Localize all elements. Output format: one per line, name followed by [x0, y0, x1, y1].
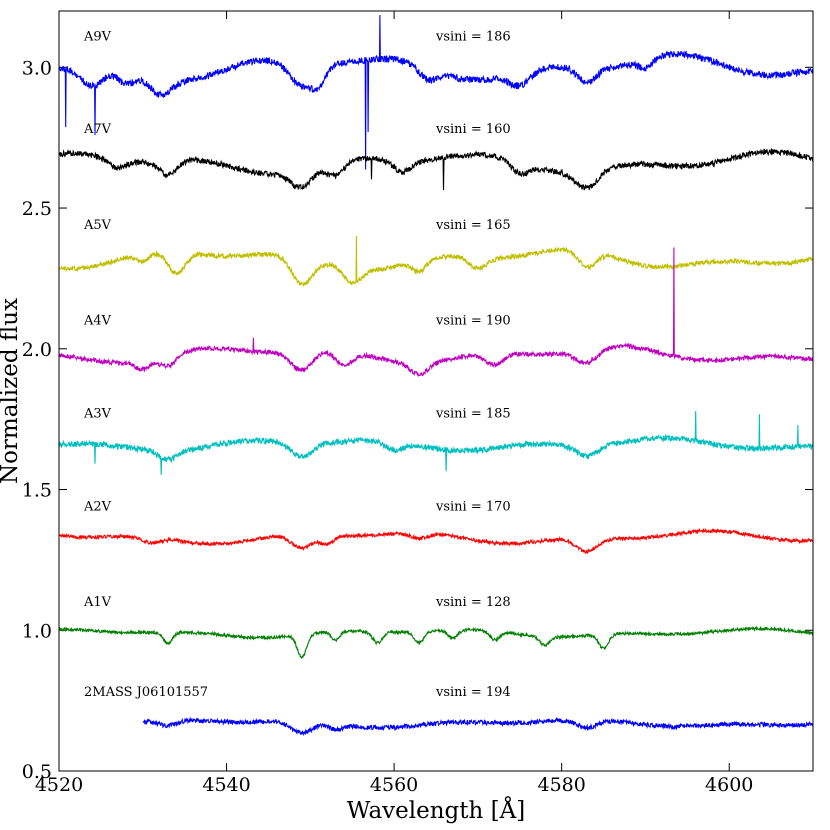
x-tick-label: 4540 [202, 774, 250, 796]
series-line-3 [58, 247, 814, 377]
series-line-1 [58, 147, 814, 191]
y-tick-label: 2.5 [22, 198, 52, 220]
series-line-0 [58, 14, 814, 170]
series-vsini-label: vsini = 186 [435, 29, 511, 44]
y-axis-label: Normalized flux [0, 298, 23, 484]
series-name-label: A4V [83, 314, 112, 329]
y-tick-label: 2.0 [22, 339, 52, 361]
plot-frame [58, 10, 814, 772]
y-tick-label: 1.0 [22, 620, 52, 642]
series-line-4 [58, 410, 814, 475]
x-tick-label: 4520 [35, 774, 83, 796]
series-line-5 [58, 527, 814, 555]
series-vsini-label: vsini = 185 [435, 407, 511, 422]
y-tick-label: 1.5 [22, 480, 52, 502]
x-tick-label: 4600 [705, 774, 753, 796]
x-tick-label: 4560 [370, 774, 418, 796]
series-vsini-label: vsini = 165 [435, 218, 511, 233]
x-axis-label: Wavelength [Å] [347, 796, 525, 824]
spectra-series [58, 14, 814, 737]
series-name-label: A1V [83, 595, 112, 610]
series-name-label: A5V [83, 218, 112, 233]
series-name-label: A3V [83, 407, 112, 422]
series-labels: A9V vsini = 186 A7V vsini = 160 A5V vsini = 1… [83, 29, 511, 700]
series-name-label: A2V [83, 499, 112, 514]
series-vsini-label: vsini = 170 [435, 499, 511, 514]
axis-ticks: 4520 4540 4560 4580 4600 0.5 1.0 1.5 2.0 2.5 3.0 [22, 11, 813, 796]
y-tick-label: 3.0 [22, 57, 52, 79]
series-line-7 [142, 716, 814, 737]
series-name-label: A7V [83, 122, 112, 137]
series-line-6 [58, 625, 814, 659]
series-vsini-label: vsini = 128 [435, 595, 511, 610]
series-name-label: A9V [83, 29, 112, 44]
series-vsini-label: vsini = 190 [435, 314, 511, 329]
series-line-2 [58, 236, 814, 287]
series-name-label: 2MASS J06101557 [84, 685, 208, 700]
series-vsini-label: vsini = 160 [435, 122, 511, 137]
series-vsini-label: vsini = 194 [435, 685, 511, 700]
x-tick-label: 4580 [537, 774, 585, 796]
y-tick-label: 0.5 [22, 761, 52, 783]
